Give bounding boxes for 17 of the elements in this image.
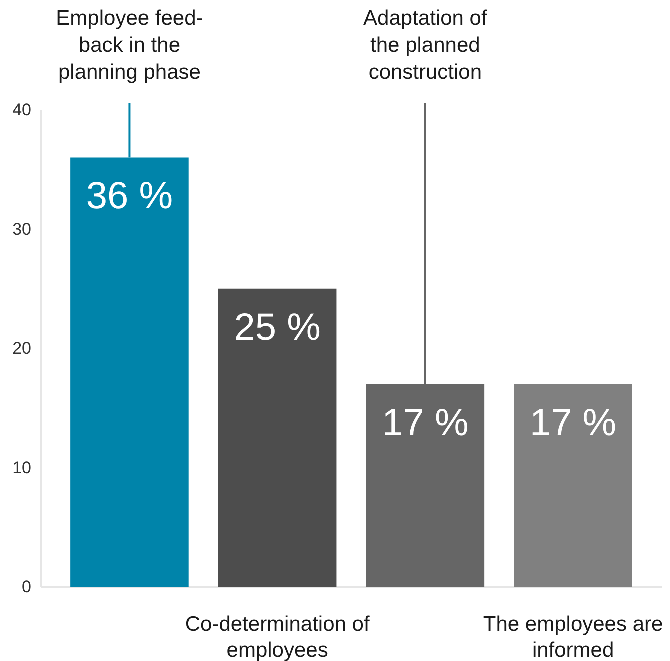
data-label: 25 % <box>234 306 321 349</box>
y-tick-label: 20 <box>12 339 32 358</box>
x-tick-label: The employees are informed <box>483 613 664 661</box>
bar <box>514 384 632 587</box>
y-tick-label: 10 <box>12 458 32 478</box>
bar <box>366 384 485 587</box>
y-tick-label: 40 <box>12 100 32 120</box>
data-label: 17 % <box>530 402 617 444</box>
data-label: 17 % <box>382 402 469 444</box>
bar <box>218 288 337 587</box>
y-tick-label: 30 <box>12 220 32 239</box>
bar <box>70 158 189 587</box>
data-label: 36 % <box>86 176 174 218</box>
y-tick-label: 0 <box>22 578 32 596</box>
x-tick-label: Employee feed-back in the planning phase <box>56 7 204 84</box>
x-tick-label: Co-determination of employees <box>185 613 370 661</box>
x-tick-label: Adaptation of the planned construction <box>364 7 488 84</box>
